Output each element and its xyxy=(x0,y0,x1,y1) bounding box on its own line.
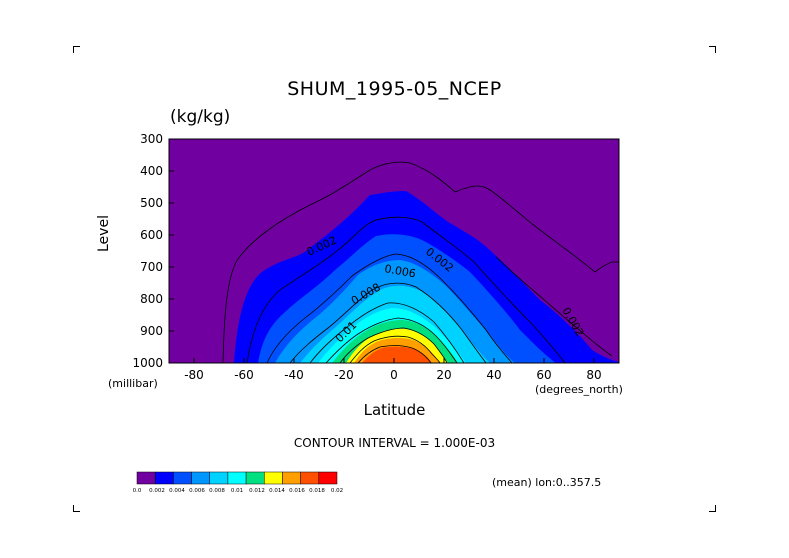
colorbar-swatch xyxy=(209,471,229,485)
y-tick-label: 800 xyxy=(140,292,163,306)
x-axis-units: (degrees_north) xyxy=(535,383,623,396)
contour-line-0.005 xyxy=(266,253,513,363)
x-tick-label: -80 xyxy=(184,368,204,382)
x-tick-label: 20 xyxy=(436,368,451,382)
contour-line-0.001 xyxy=(222,161,619,363)
colorbar-swatch xyxy=(282,471,301,485)
frame-corner-bottom-right xyxy=(709,505,716,512)
y-tick-label: 700 xyxy=(140,260,163,274)
colorbar-swatch xyxy=(264,471,283,485)
colorbar-swatch xyxy=(154,471,174,485)
contour-line-0.009 xyxy=(309,302,465,363)
colorbar-label: 0.018 xyxy=(309,488,325,494)
contour-label: 0.006 xyxy=(383,262,416,280)
contour-line-0.003 xyxy=(246,216,566,363)
chart-units: (kg/kg) xyxy=(170,107,231,127)
contour-lines xyxy=(222,161,619,363)
colorbar-label: 0.004 xyxy=(169,488,185,494)
y-tick-label: 600 xyxy=(140,228,163,242)
colorbar-swatch xyxy=(245,471,265,485)
y-tick-label: 400 xyxy=(140,164,163,178)
frame-corner-bottom-left xyxy=(73,505,80,512)
x-axis-label: Latitude xyxy=(363,401,426,419)
colorbar: 0.0 0.002 0.004 0.006 0.008 0.01 0.012 0.014 0.0… xyxy=(133,471,343,494)
colorbar-swatch xyxy=(318,471,338,485)
contour-line-0.015 xyxy=(349,335,441,363)
colorbar-label: 0.0 xyxy=(133,488,142,494)
colorbar-label: 0.002 xyxy=(149,488,165,494)
colorbar-label: 0.02 xyxy=(331,488,343,494)
colorbar-label: 0.01 xyxy=(231,488,243,494)
colorbar-label: 0.006 xyxy=(189,488,205,494)
colorbar-swatch xyxy=(227,471,247,485)
contour-line-0.002-right xyxy=(495,256,613,357)
colorbar-swatch xyxy=(173,471,192,485)
colorbar-swatch xyxy=(300,471,320,485)
x-tick-label: 40 xyxy=(486,368,501,382)
colorbar-label: 0.008 xyxy=(209,488,225,494)
colorbar-swatch xyxy=(136,471,156,485)
y-axis: 300 400 500 600 700 800 900 1000 xyxy=(132,132,174,370)
frame-corner-top-right xyxy=(709,46,716,53)
contour-interval: CONTOUR INTERVAL = 1.000E-03 xyxy=(293,436,496,450)
y-tick-label: 1000 xyxy=(132,356,163,370)
contour-line-0.007 xyxy=(289,282,487,363)
x-tick-label: 80 xyxy=(586,368,601,382)
colorbar-label: 0.016 xyxy=(289,488,305,494)
y-tick-label: 900 xyxy=(140,324,163,338)
contour-line-0.013 xyxy=(339,327,448,363)
y-tick-label: 300 xyxy=(140,132,163,146)
x-tick-label: -20 xyxy=(334,368,354,382)
colorbar-label: 0.014 xyxy=(269,488,285,494)
y-tick-label: 500 xyxy=(140,196,163,210)
x-tick-label: 0 xyxy=(390,368,398,382)
x-tick-label: -40 xyxy=(284,368,304,382)
colorbar-label: 0.012 xyxy=(249,488,265,494)
x-tick-label: 60 xyxy=(536,368,551,382)
band-0.018 xyxy=(362,346,432,363)
mean-longitude-label: (mean) lon:0..357.5 xyxy=(492,476,602,489)
y-axis-units: (millibar) xyxy=(108,377,158,390)
x-tick-label: -60 xyxy=(234,368,254,382)
contour-line-0.017 xyxy=(357,345,432,363)
frame-corner-top-left xyxy=(73,46,80,53)
contour-line-0.011 xyxy=(325,317,458,363)
x-axis: -80 -60 -40 -20 0 20 40 60 80 xyxy=(184,358,602,382)
colorbar-swatch xyxy=(191,471,210,485)
chart-title: SHUM_1995-05_NCEP xyxy=(287,78,502,100)
